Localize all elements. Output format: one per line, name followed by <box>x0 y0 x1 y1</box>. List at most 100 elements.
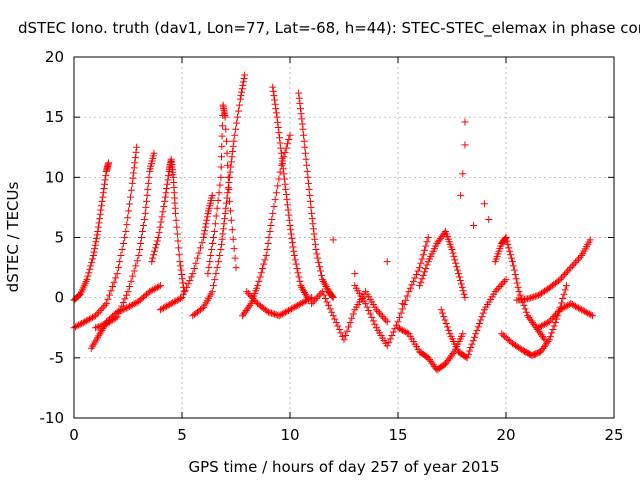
data-point <box>150 149 158 157</box>
data-point <box>96 307 104 315</box>
data-point <box>92 324 100 332</box>
data-point <box>342 331 350 339</box>
data-point <box>204 270 212 278</box>
data-point <box>559 304 567 312</box>
data-point <box>405 288 413 296</box>
data-point <box>553 309 561 317</box>
data-point <box>511 270 519 278</box>
data-point <box>222 137 230 145</box>
data-point <box>586 236 594 244</box>
data-point <box>88 258 96 266</box>
data-point <box>149 254 157 262</box>
data-point <box>545 318 553 326</box>
data-point <box>142 203 150 211</box>
data-point <box>459 170 467 178</box>
x-tick-label: 25 <box>604 426 623 444</box>
data-point <box>424 234 432 241</box>
data-point <box>411 274 419 282</box>
data-point <box>328 308 336 316</box>
data-point <box>239 78 247 86</box>
data-point <box>558 305 566 313</box>
data-point <box>550 313 558 321</box>
data-point <box>107 287 115 295</box>
data-point <box>573 257 581 265</box>
data-point <box>271 96 279 104</box>
data-point <box>288 239 296 247</box>
data-point <box>306 197 314 205</box>
data-point <box>179 279 187 287</box>
data-point <box>83 276 91 284</box>
data-point <box>200 230 208 238</box>
data-point <box>548 329 556 337</box>
data-point <box>265 234 273 241</box>
data-point <box>308 300 316 308</box>
data-point <box>584 309 592 317</box>
data-point <box>178 294 186 302</box>
data-point <box>383 318 391 326</box>
data-point <box>230 137 238 145</box>
data-point <box>399 326 407 334</box>
data-point <box>84 272 92 280</box>
data-point <box>184 280 192 288</box>
data-point <box>525 294 533 302</box>
data-point <box>121 234 129 241</box>
data-point <box>278 310 286 318</box>
y-tick-label: 0 <box>54 289 64 307</box>
data-point <box>277 161 285 169</box>
data-point <box>212 270 220 278</box>
data-point <box>281 180 289 188</box>
data-point <box>509 262 517 270</box>
data-point <box>561 286 569 294</box>
data-point <box>499 279 507 287</box>
data-point <box>128 179 136 187</box>
data-point <box>72 323 80 331</box>
data-point <box>461 294 469 302</box>
x-tick-label: 5 <box>177 426 187 444</box>
data-point <box>280 175 288 183</box>
data-point <box>349 310 357 318</box>
data-point <box>408 281 416 289</box>
data-point <box>264 240 272 248</box>
data-point <box>254 282 262 290</box>
data-point <box>176 262 184 270</box>
data-point <box>273 113 281 121</box>
data-point <box>159 304 167 312</box>
data-point <box>332 319 340 327</box>
data-point <box>371 320 379 328</box>
data-point <box>172 216 180 224</box>
data-point <box>124 303 132 311</box>
data-point <box>363 303 371 311</box>
data-point <box>125 207 133 215</box>
series-arc19 <box>498 282 570 359</box>
data-point <box>417 278 425 286</box>
data-point <box>87 262 95 270</box>
data-point <box>400 327 408 335</box>
data-point <box>129 174 137 182</box>
data-point <box>144 185 152 193</box>
data-point <box>366 310 374 318</box>
data-point <box>379 313 387 321</box>
data-point <box>136 246 144 254</box>
data-point <box>76 320 84 328</box>
data-point <box>421 268 429 276</box>
data-point <box>224 161 232 169</box>
data-point <box>558 299 566 307</box>
data-point <box>147 287 155 295</box>
data-point <box>305 179 313 187</box>
data-point <box>567 264 575 272</box>
data-point <box>236 95 244 103</box>
data-point <box>255 277 263 285</box>
x-axis-label: GPS time / hours of day 257 of year 2015 <box>189 458 500 476</box>
data-point <box>156 306 164 314</box>
data-point <box>500 277 508 285</box>
data-point <box>548 314 556 322</box>
data-point <box>575 304 583 312</box>
data-point <box>338 332 346 340</box>
data-point <box>131 154 139 162</box>
data-point <box>121 295 129 303</box>
data-point <box>124 288 132 296</box>
data-point <box>567 300 575 308</box>
data-point <box>99 303 107 311</box>
data-point <box>202 220 210 228</box>
data-point <box>503 237 511 245</box>
